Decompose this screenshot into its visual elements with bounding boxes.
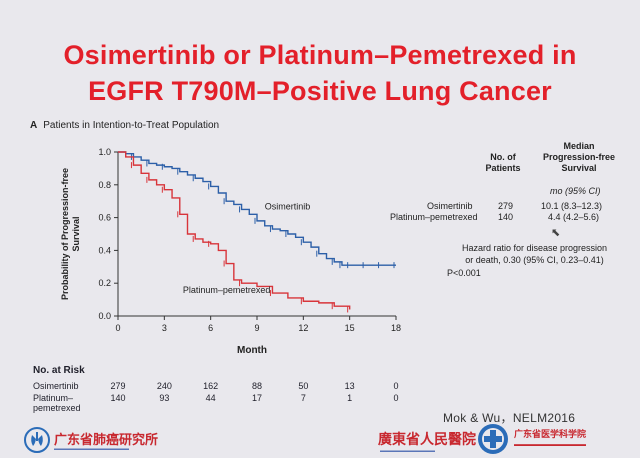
risk-table-title: No. at Risk [33,365,85,376]
header-patients: No. of Patients [485,152,521,173]
row-osimertinib-name: Osimertinib [427,201,473,211]
p-value: P<0.001 [447,268,481,278]
panel-letter: A [30,120,38,131]
risk-value: 50 [298,381,309,391]
lung-institute-emblem-icon [24,427,50,453]
y-tick-label: 0.6 [98,213,111,223]
left-logo-underline: ▬▬▬▬▬▬▬▬▬▬▬▬▬▬▬ [54,446,129,452]
risk-row-label-osimertinib: Osimertinib [33,381,79,391]
x-tick-label: 15 [345,323,355,333]
row-platinum-name: Platinum–pemetrexed [390,212,478,222]
header-median: Median Progression-free Survival [542,141,616,173]
risk-value: 279 [110,381,126,391]
hazard-ratio-line-2: or death, 0.30 (95% CI, 0.23–0.41) [465,255,604,265]
y-tick-label: 1.0 [98,147,111,157]
y-tick-label: 0.8 [98,180,111,190]
slide-title-line-2: EGFR T790M–Positive Lung Cancer [88,76,552,106]
hazard-ratio: Hazard ratio for disease progression or … [447,242,622,266]
left-logo-text: 广东省肺癌研究所 [54,433,159,448]
risk-value: 93 [159,393,170,403]
risk-value: 162 [203,381,219,391]
risk-value: 0 [393,393,399,403]
y-tick-label: 0.4 [98,245,111,255]
risk-value: 13 [344,381,355,391]
y-tick-label: 0.2 [98,278,111,288]
row-osimertinib-n: 279 [498,201,514,211]
risk-value: 240 [156,381,172,391]
y-axis-title: Probability of Progression-freeSurvival [60,168,81,300]
hazard-ratio-line-1: Hazard ratio for disease progression [461,243,608,253]
row-platinum-median: 4.4 (4.2–5.6) [548,212,600,222]
row-osimertinib-median: 10.1 (8.3–12.3) [541,201,603,211]
x-tick-label: 18 [391,323,401,333]
right-logo-secondary-text: 广东省医学科学院 [514,430,587,440]
risk-value: 0 [393,381,399,391]
mouse-cursor-icon: ⬉ [551,227,561,239]
x-tick-label: 0 [115,323,120,333]
right-logo-text: 廣東省人民醫院 [378,432,476,448]
panel-label: A Patients in Intention-to-Treat Populati… [30,120,219,131]
left-institution-logo: 广东省肺癌研究所 ▬▬▬▬▬▬▬▬▬▬▬▬▬▬▬ [24,425,164,455]
citation: Mok & Wu，NELM2016 [443,411,576,425]
right-logo-underline: ▬▬▬▬▬▬▬▬▬▬▬ [380,448,435,454]
curve-label-platinum-pemetrexed: Platinum–pemetrexed [183,285,271,295]
x-tick-label: 6 [208,323,213,333]
row-platinum-n: 140 [498,212,514,222]
curve-label-osimertinib: Osimertinib [265,201,311,211]
slide-title-line-1: Osimertinib or Platinum–Pemetrexed in [63,40,577,70]
risk-value: 7 [300,393,306,403]
x-tick-label: 3 [162,323,167,333]
x-axis-title: Month [237,345,267,356]
right-institution-logo: 廣東省人民醫院 ▬▬▬▬▬▬▬▬▬▬▬ 广东省医学科学院 ▬▬▬▬▬▬▬▬▬▬▬… [378,422,633,456]
risk-row-label-platinum: Platinum– pemetrexed [33,393,81,413]
panel-caption: Patients in Intention-to-Treat Populatio… [43,120,220,131]
risk-value: 17 [251,393,262,403]
series-line-osimertinib [118,151,396,266]
hospital-emblem-icon [478,424,508,454]
risk-value: 1 [347,393,353,403]
series-line-platinum-pemetrexed [118,151,351,310]
header-units: mo (95% CI) [550,186,601,196]
right-logo-secondary-underline: ▬▬▬▬▬▬▬▬▬▬▬▬ [514,442,586,448]
x-tick-label: 9 [254,323,259,333]
risk-value: 88 [251,381,262,391]
x-tick-label: 12 [298,323,308,333]
risk-value: 140 [110,393,126,403]
y-tick-label: 0.0 [98,311,111,321]
risk-value: 44 [205,393,216,403]
